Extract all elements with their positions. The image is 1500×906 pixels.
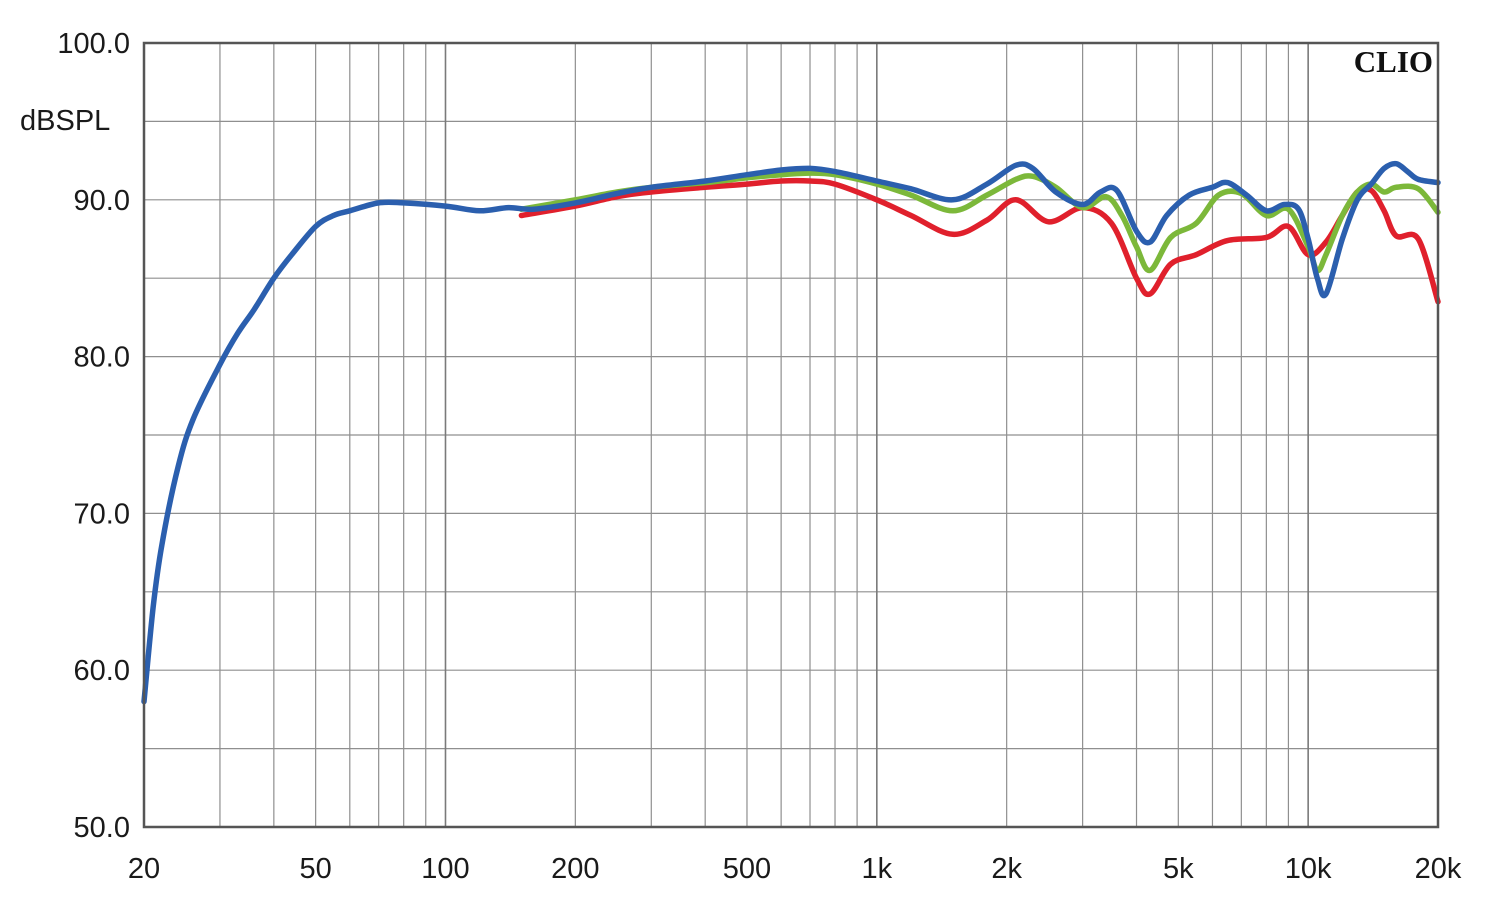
x-tick-label: 5k	[1163, 853, 1194, 885]
y-tick-label: 80.0	[74, 342, 130, 374]
x-tick-label: 2k	[991, 853, 1022, 885]
x-tick-label: 10k	[1285, 853, 1332, 885]
major-gridlines	[444, 43, 1309, 827]
minor-gridlines	[143, 43, 1439, 827]
y-axis-label: dBSPL	[20, 105, 110, 137]
plot-frame	[142, 41, 1440, 829]
clio-brand-label: CLIO	[1354, 44, 1433, 79]
x-tick-label: 50	[300, 853, 332, 885]
blue-series-line	[141, 160, 1441, 705]
x-tick-label: 200	[551, 853, 599, 885]
x-tick-labels: 20 50 100 200 500 1k 2k 5k 10k 20k	[128, 853, 1462, 885]
y-tick-label: 70.0	[74, 498, 130, 530]
series-layer	[141, 160, 1441, 705]
x-tick-label: 100	[421, 853, 469, 885]
y-tick-label: 90.0	[74, 185, 130, 217]
y-tick-label: 60.0	[74, 655, 130, 687]
x-tick-label: 20	[128, 853, 160, 885]
x-tick-label: 20k	[1415, 853, 1462, 885]
x-tick-label: 1k	[862, 853, 893, 885]
x-tick-label: 500	[723, 853, 771, 885]
y-tick-label: 100.0	[57, 28, 130, 60]
y-tick-labels: 50.0 60.0 70.0 80.0 90.0 100.0	[57, 28, 130, 844]
green-series-line	[518, 170, 1441, 274]
y-tick-label: 50.0	[74, 812, 130, 844]
